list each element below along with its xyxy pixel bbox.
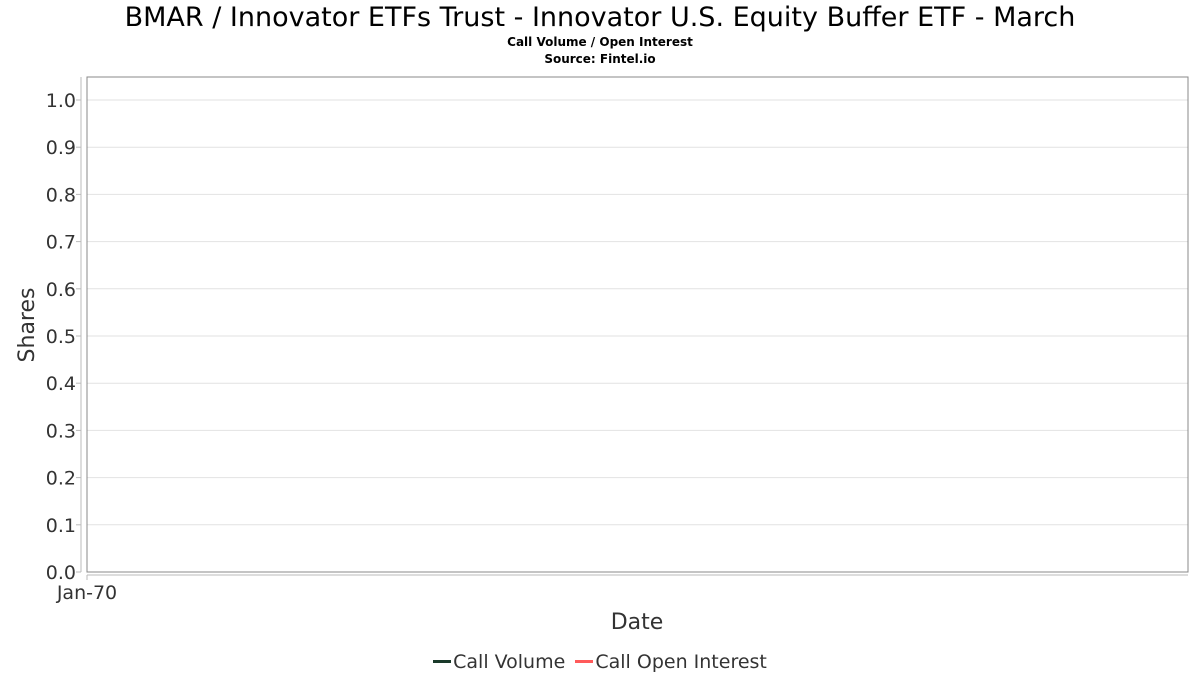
legend-item-call-volume[interactable]: Call Volume [433,651,565,673]
chart-subtitle: Call Volume / Open Interest [507,35,693,49]
y-tick-label: 0.6 [46,279,76,301]
y-tick-label: 0.5 [46,326,76,348]
y-tick-label: 0.3 [46,420,76,442]
x-axis: Jan-70 [56,575,117,604]
legend-item-call-open-interest[interactable]: Call Open Interest [575,651,767,673]
y-tick-label: 1.0 [46,90,76,112]
chart-title: BMAR / Innovator ETFs Trust - Innovator … [124,2,1076,33]
legend-label-call-volume: Call Volume [453,650,566,673]
y-tick-label: 0.4 [46,373,76,395]
plot-area [86,76,1189,573]
legend: Call Volume Call Open Interest [0,646,1200,673]
x-axis-title: Date [611,610,664,635]
y-tick-label: 0.1 [46,515,76,537]
chart-source: Source: Fintel.io [544,52,656,66]
y-tick-label: 0.2 [46,468,76,490]
y-axis-title: Shares [15,288,40,363]
legend-swatch-call-open-interest [575,660,594,663]
y-tick-label: 0.8 [46,184,76,206]
y-tick-label: 0.9 [46,137,76,159]
y-tick-label: 0.0 [46,562,76,584]
y-axis: 0.0 0.1 0.2 0.3 0.4 0.5 0.6 0.7 0.8 0.9 1.0 [46,90,81,584]
x-tick-label: Jan-70 [56,582,117,604]
grid-lines [87,99,1188,526]
y-tick-label: 0.7 [46,232,76,254]
legend-label-call-open-interest: Call Open Interest [595,650,767,673]
legend-swatch-call-volume [433,660,452,663]
